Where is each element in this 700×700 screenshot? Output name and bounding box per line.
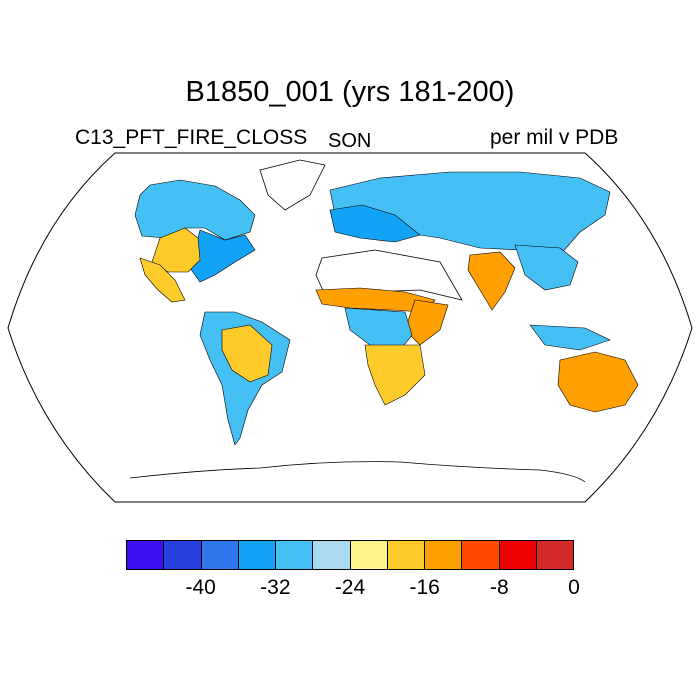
colorbar-swatch xyxy=(237,540,276,570)
colorbar-tick-label: -40 xyxy=(185,576,216,599)
colorbar-swatch xyxy=(163,540,202,570)
colorbar-swatch xyxy=(312,540,351,570)
colorbar-tick-label: -32 xyxy=(260,576,291,599)
colorbar-swatch xyxy=(126,540,165,570)
region-southeast-asia xyxy=(514,244,579,291)
colorbar xyxy=(126,540,574,570)
colorbar-swatch xyxy=(535,540,574,570)
colorbar-swatch xyxy=(275,540,314,570)
colorbar-tick-label: -24 xyxy=(334,576,366,599)
region-north-america-east xyxy=(189,229,256,283)
region-mexico xyxy=(139,257,186,303)
variable-name: C13_PFT_FIRE_CLOSS xyxy=(75,126,308,149)
colorbar-swatch xyxy=(200,540,239,570)
region-australia xyxy=(557,351,639,413)
colorbar-swatch xyxy=(386,540,425,570)
region-amazon-savanna xyxy=(221,324,273,383)
plot-title: B1850_001 (yrs 181-200) xyxy=(185,76,515,108)
region-africa-desert xyxy=(315,249,463,301)
region-greenland xyxy=(259,159,326,211)
colorbar-swatch xyxy=(461,540,500,570)
land-fill-layer xyxy=(134,159,639,446)
colorbar-ticks: -40 -32 -24 -16 -8 0 xyxy=(0,576,700,606)
region-india xyxy=(467,251,516,311)
colorbar-swatch xyxy=(424,540,463,570)
region-europe xyxy=(329,204,421,243)
region-southern-africa xyxy=(364,344,426,406)
region-north-america-boreal xyxy=(134,179,256,241)
colorbar-swatch xyxy=(498,540,537,570)
colorbar-tick-label: -8 xyxy=(489,576,509,599)
colorbar-tick-label: -16 xyxy=(409,576,440,599)
units-label: per mil v PDB xyxy=(490,126,619,149)
colorbar-tick-label: 0 xyxy=(568,576,580,599)
region-indonesia xyxy=(529,324,611,351)
season-label: SON xyxy=(328,130,372,152)
colorbar-swatch xyxy=(349,540,388,570)
antarctica-coastline xyxy=(129,461,586,483)
